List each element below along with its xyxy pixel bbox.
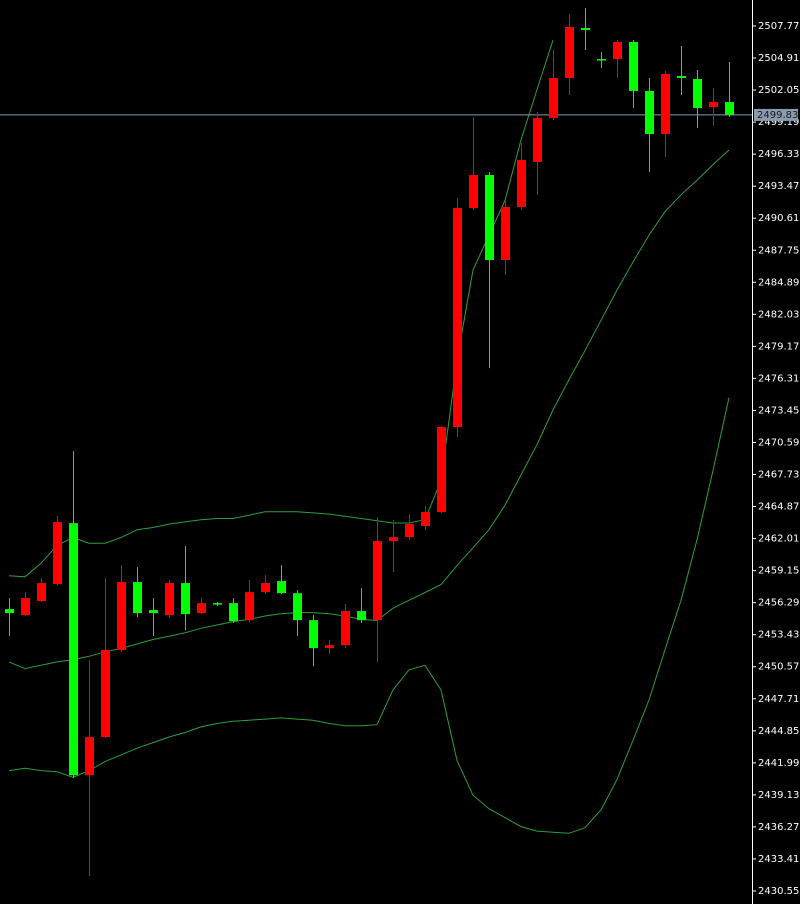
candle-body: [405, 524, 414, 538]
y-tick-label: 2430.55: [758, 886, 799, 897]
y-tick-label: 2499.19: [758, 117, 799, 128]
candle-body: [69, 523, 78, 776]
price-axis: 2507.77 2504.91 2502.05 2499.19 2496.33 2493.…: [752, 0, 799, 904]
candle-body: [357, 611, 366, 621]
candle-body: [501, 207, 510, 260]
y-tick-label: 2441.99: [758, 758, 799, 769]
y-tick-label: 2504.91: [758, 53, 799, 64]
y-tick-label: 2493.47: [758, 181, 799, 192]
current-price-box: [754, 108, 798, 121]
candle-body: [213, 603, 222, 605]
candle-body: [549, 77, 558, 118]
candle-body: [469, 174, 478, 209]
bollinger-lower: [8, 397, 730, 834]
bollinger-middle: [8, 149, 730, 670]
candle-body: [341, 611, 350, 646]
y-tick-label: 2439.13: [758, 790, 799, 801]
candle-body: [229, 603, 238, 622]
y-tick-label: 2436.27: [758, 822, 799, 833]
candle-body: [53, 522, 62, 585]
y-tick-label: 2490.61: [758, 213, 799, 224]
y-tick-label: 2476.31: [758, 373, 799, 384]
candle-body: [261, 583, 270, 593]
candle-body: [245, 592, 254, 621]
candle-body: [613, 42, 622, 60]
y-tick-label: 2487.75: [758, 245, 799, 256]
candle-body: [693, 78, 702, 108]
candle-body: [37, 583, 46, 602]
candle-body: [645, 90, 654, 134]
current-price-label: 2499.83: [757, 110, 798, 121]
candle-body: [197, 603, 206, 614]
candle-body: [581, 28, 590, 31]
y-tick-label: 2453.43: [758, 630, 799, 641]
candle-body: [453, 208, 462, 428]
candle-body: [517, 159, 526, 208]
y-tick-label: 2473.45: [758, 405, 799, 416]
y-tick-label: 2470.59: [758, 437, 799, 448]
candle-body: [485, 174, 494, 260]
y-tick-label: 2433.41: [758, 854, 799, 865]
y-tick-label: 2464.87: [758, 502, 799, 513]
y-tick-label: 2459.15: [758, 566, 799, 577]
y-tick-label: 2507.77: [758, 21, 799, 32]
y-tick-label: 2462.01: [758, 534, 799, 545]
candle-body: [293, 593, 302, 621]
candle-body: [533, 117, 542, 162]
candle-body: [277, 581, 286, 594]
y-tick-label: 2502.05: [758, 85, 799, 96]
candle-body: [85, 737, 94, 776]
candle-body: [181, 583, 190, 615]
candle-body: [437, 427, 446, 513]
y-tick-label: 2450.57: [758, 662, 799, 673]
y-tick-label: 2467.73: [758, 470, 799, 481]
candle-body: [421, 512, 430, 527]
bollinger-upper: [8, 40, 554, 578]
y-tick-label: 2482.03: [758, 309, 799, 320]
y-tick-label: 2444.85: [758, 726, 799, 737]
candle-body: [725, 102, 734, 115]
candle-body: [5, 609, 14, 614]
y-tick-label: 2496.33: [758, 149, 799, 160]
candle-body: [133, 582, 142, 614]
candle-body: [101, 650, 110, 738]
plot-area: [0, 7, 752, 877]
candle-body: [21, 598, 30, 616]
candle-body: [661, 74, 670, 134]
candle-body: [373, 541, 382, 621]
candle-body: [309, 620, 318, 649]
y-tick-label: 2456.29: [758, 598, 799, 609]
candle-body: [709, 102, 718, 107]
candle-body: [565, 26, 574, 78]
y-tick-label: 2484.89: [758, 277, 799, 288]
candle-body: [677, 75, 686, 78]
candle-body: [389, 537, 398, 542]
candle-body: [117, 582, 126, 651]
candle-body: [629, 42, 638, 91]
candle-body: [597, 59, 606, 61]
candle-body: [165, 583, 174, 616]
candle-body: [325, 645, 334, 649]
y-tick-label: 2447.71: [758, 694, 799, 705]
candle-body: [149, 610, 158, 614]
y-tick-label: 2479.17: [758, 341, 799, 352]
